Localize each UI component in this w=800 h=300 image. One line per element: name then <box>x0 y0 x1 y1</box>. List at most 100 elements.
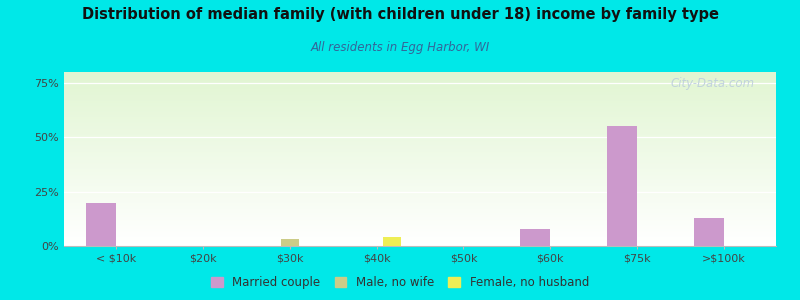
Bar <box>64 174 776 175</box>
Bar <box>64 83 776 84</box>
Bar <box>64 187 776 188</box>
Bar <box>64 195 776 196</box>
Bar <box>64 194 776 195</box>
Bar <box>64 87 776 88</box>
Text: All residents in Egg Harbor, WI: All residents in Egg Harbor, WI <box>310 40 490 53</box>
Bar <box>64 103 776 104</box>
Bar <box>64 132 776 133</box>
Bar <box>64 139 776 140</box>
Bar <box>64 222 776 223</box>
Bar <box>64 86 776 87</box>
Bar <box>64 154 776 155</box>
Bar <box>64 227 776 228</box>
Bar <box>64 127 776 128</box>
Bar <box>64 245 776 246</box>
Bar <box>64 82 776 83</box>
Bar <box>64 161 776 162</box>
Bar <box>64 177 776 178</box>
Bar <box>64 94 776 95</box>
Bar <box>64 104 776 105</box>
Bar <box>64 228 776 229</box>
Bar <box>694 218 724 246</box>
Bar <box>64 204 776 205</box>
Bar <box>64 121 776 122</box>
Bar <box>64 156 776 157</box>
Bar <box>64 159 776 160</box>
Bar <box>64 106 776 107</box>
Bar <box>64 189 776 190</box>
Bar <box>64 215 776 216</box>
Bar <box>64 216 776 217</box>
Bar <box>64 122 776 123</box>
Bar <box>64 74 776 75</box>
Bar <box>64 135 776 136</box>
Bar <box>64 173 776 174</box>
Bar <box>64 91 776 92</box>
Bar <box>64 230 776 231</box>
Bar <box>64 124 776 125</box>
Bar <box>64 147 776 148</box>
Bar <box>64 210 776 211</box>
Bar <box>64 191 776 192</box>
Bar <box>64 89 776 90</box>
Bar <box>64 143 776 144</box>
Bar <box>64 85 776 86</box>
Bar <box>64 203 776 204</box>
Bar <box>281 239 299 246</box>
Bar <box>64 84 776 85</box>
Bar <box>64 93 776 94</box>
Legend: Married couple, Male, no wife, Female, no husband: Married couple, Male, no wife, Female, n… <box>206 272 594 294</box>
Bar <box>64 136 776 137</box>
Bar <box>64 201 776 202</box>
Bar <box>64 200 776 201</box>
Bar <box>64 236 776 237</box>
Bar <box>64 176 776 177</box>
Bar <box>64 193 776 194</box>
Text: City-Data.com: City-Data.com <box>670 77 754 90</box>
Bar <box>64 207 776 208</box>
Bar <box>64 111 776 112</box>
Bar <box>64 238 776 239</box>
Bar <box>64 166 776 167</box>
Bar <box>64 96 776 97</box>
Bar <box>64 219 776 220</box>
Bar <box>64 233 776 234</box>
Bar <box>64 155 776 156</box>
Bar <box>64 237 776 238</box>
Bar <box>64 196 776 197</box>
Bar <box>64 76 776 77</box>
Bar <box>64 79 776 80</box>
Bar <box>64 77 776 78</box>
Bar <box>64 242 776 243</box>
Bar <box>606 126 637 246</box>
Bar <box>520 229 550 246</box>
Bar <box>64 92 776 93</box>
Bar <box>64 183 776 184</box>
Bar <box>64 99 776 100</box>
Bar <box>64 197 776 198</box>
Bar <box>64 119 776 120</box>
Bar <box>64 80 776 81</box>
Bar <box>64 243 776 244</box>
Bar <box>64 220 776 221</box>
Bar <box>64 205 776 206</box>
Bar <box>64 188 776 189</box>
Bar <box>64 224 776 225</box>
Bar <box>64 172 776 173</box>
Bar <box>64 112 776 113</box>
Bar <box>64 108 776 109</box>
Bar <box>64 157 776 158</box>
Bar <box>64 170 776 171</box>
Bar <box>64 214 776 215</box>
Bar <box>64 149 776 150</box>
Bar <box>64 146 776 147</box>
Bar <box>64 225 776 226</box>
Bar <box>64 134 776 135</box>
Bar <box>64 117 776 118</box>
Bar <box>64 116 776 117</box>
Bar <box>64 164 776 165</box>
Bar <box>64 130 776 131</box>
Bar <box>64 240 776 241</box>
Bar <box>64 144 776 145</box>
Bar <box>64 212 776 213</box>
